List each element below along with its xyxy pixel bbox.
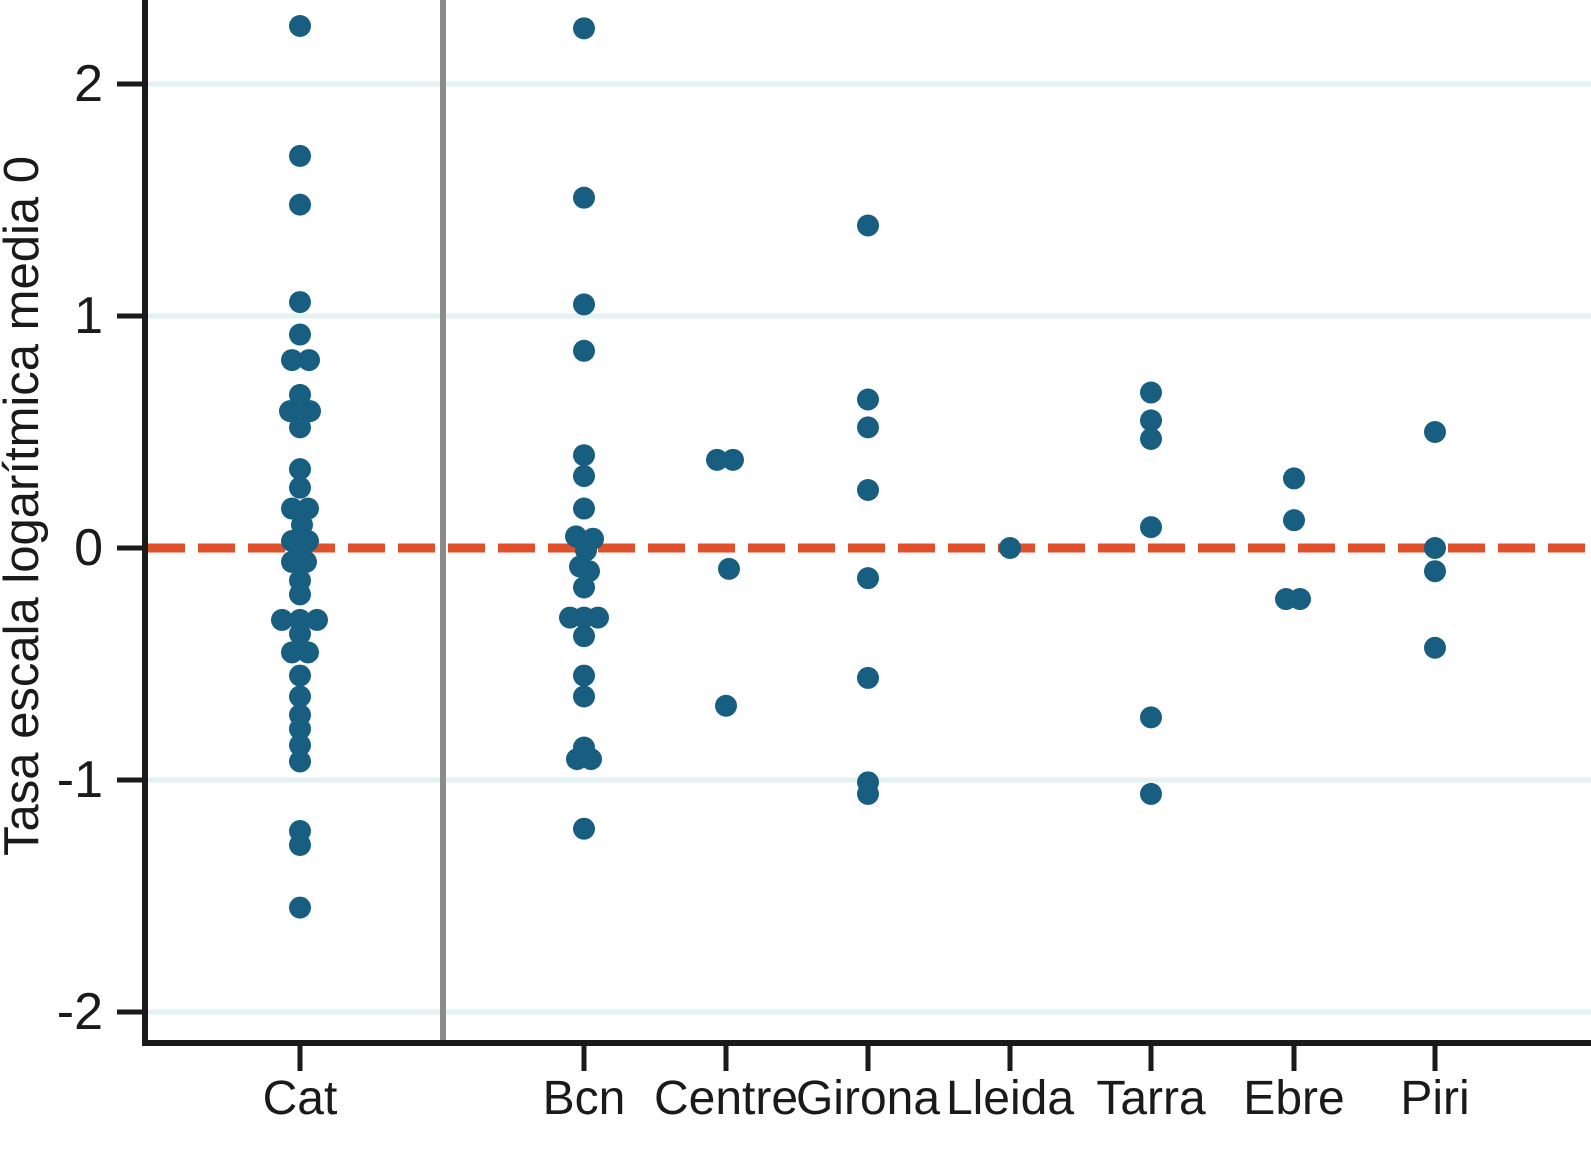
data-point-cat	[271, 608, 293, 631]
data-point-cat	[281, 497, 303, 520]
data-point-tarra	[1140, 381, 1162, 404]
x-axis-label-centre: Centre	[654, 1072, 798, 1125]
data-point-cat	[306, 608, 328, 631]
y-axis: 2 1 0 -1 -2	[57, 0, 148, 1045]
data-point-cat	[299, 400, 321, 423]
data-point-bcn	[573, 685, 595, 708]
data-point-ebre	[1283, 467, 1305, 490]
data-point-tarra	[1140, 409, 1162, 432]
data-point-bcn	[573, 497, 595, 520]
data-point-cat	[281, 349, 303, 372]
data-point-tarra	[1140, 706, 1162, 729]
y-tick-label-1: 1	[74, 287, 103, 345]
data-point-cat	[289, 15, 311, 37]
data-points	[271, 15, 1446, 919]
data-point-cat	[289, 583, 311, 606]
data-point-cat	[289, 323, 311, 346]
data-point-ebre	[1289, 588, 1311, 611]
x-axis-label-girona: Girona	[796, 1072, 940, 1125]
data-point-girona	[857, 416, 879, 439]
data-point-cat	[289, 291, 311, 314]
data-point-tarra	[1140, 782, 1162, 805]
data-point-bcn	[573, 817, 595, 840]
data-point-girona	[857, 479, 879, 501]
data-point-centre	[706, 448, 728, 471]
data-point-girona	[857, 214, 879, 237]
data-point-girona	[857, 666, 879, 689]
data-point-cat	[289, 193, 311, 216]
data-point-piri	[1424, 537, 1446, 559]
y-tick-label--1: -1	[57, 751, 103, 809]
x-axis-label-ebre: Ebre	[1243, 1072, 1344, 1125]
data-point-bcn	[573, 625, 595, 648]
data-point-centre	[715, 694, 737, 717]
data-point-cat	[289, 622, 311, 645]
data-point-bcn	[587, 606, 609, 629]
data-point-bcn	[573, 664, 595, 687]
y-tick-label-2: 2	[74, 55, 103, 113]
data-point-cat	[289, 144, 311, 167]
data-point-girona	[857, 567, 879, 590]
data-point-girona	[857, 782, 879, 805]
data-point-bcn	[580, 748, 602, 771]
data-point-cat	[295, 550, 317, 573]
data-point-centre	[718, 557, 740, 580]
data-point-cat	[298, 349, 320, 372]
x-axis-label-lleida: Lleida	[946, 1072, 1074, 1125]
data-point-cat	[289, 896, 311, 919]
data-point-ebre	[1283, 509, 1305, 532]
data-point-cat	[289, 717, 311, 740]
data-point-piri	[1424, 636, 1446, 659]
y-axis-title: Tasa escala logarítmica media 0	[0, 156, 49, 856]
data-point-cat	[289, 458, 311, 481]
x-axis-label-bcn: Bcn	[543, 1072, 626, 1125]
y-tick-label-0: 0	[74, 519, 103, 577]
x-axis-label-piri: Piri	[1400, 1072, 1469, 1125]
data-point-cat	[289, 664, 311, 687]
data-point-cat	[289, 750, 311, 773]
data-point-cat	[281, 641, 303, 664]
data-point-bcn	[573, 339, 595, 362]
data-point-cat	[289, 416, 311, 439]
data-point-bcn	[573, 576, 595, 599]
data-point-cat	[279, 400, 301, 423]
data-point-centre	[722, 448, 744, 471]
data-point-cat	[297, 641, 319, 664]
data-point-cat	[289, 734, 311, 757]
data-point-cat	[289, 476, 311, 499]
data-point-cat	[289, 685, 311, 708]
data-point-tarra	[1140, 516, 1162, 539]
data-point-bcn	[573, 293, 595, 316]
data-point-tarra	[1140, 427, 1162, 450]
data-point-girona	[857, 388, 879, 411]
data-point-cat	[289, 833, 311, 856]
data-point-piri	[1424, 560, 1446, 583]
data-point-bcn	[573, 17, 595, 40]
y-tick-label--2: -2	[57, 983, 103, 1041]
data-point-bcn	[573, 186, 595, 209]
data-point-piri	[1424, 421, 1446, 443]
data-point-bcn	[573, 444, 595, 467]
data-point-cat	[289, 383, 311, 406]
data-point-lleida	[999, 537, 1021, 559]
x-axis-label-cat: Cat	[263, 1072, 338, 1125]
x-axis-label-tarra: Tarra	[1096, 1072, 1206, 1125]
data-point-bcn	[573, 465, 595, 488]
